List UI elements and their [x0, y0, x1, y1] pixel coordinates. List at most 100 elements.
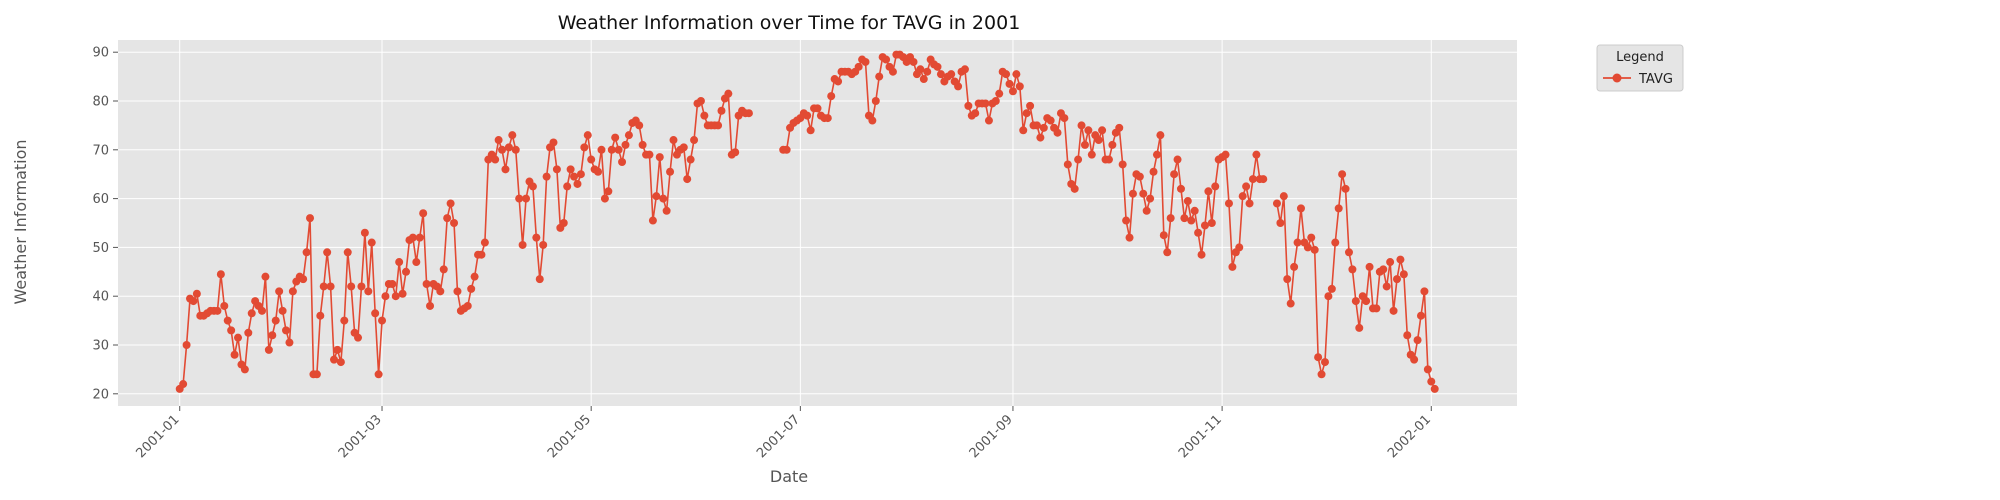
data-point [498, 145, 507, 154]
data-point [422, 280, 431, 288]
data-point [782, 145, 791, 154]
data-point [868, 116, 877, 125]
data-point [1382, 282, 1391, 291]
data-point [823, 114, 832, 123]
data-point [234, 333, 243, 342]
data-point [1228, 262, 1237, 271]
data-point [549, 138, 558, 147]
data-point [223, 316, 232, 325]
data-point [1413, 336, 1422, 345]
data-point [552, 165, 561, 174]
data-point [1211, 182, 1220, 191]
data-point [288, 287, 297, 296]
data-point [1259, 175, 1268, 184]
data-point [268, 331, 277, 340]
data-point [419, 209, 428, 218]
data-point [388, 280, 397, 288]
legend-swatch-marker [1612, 73, 1622, 83]
data-point [522, 194, 531, 203]
data-point [247, 309, 256, 318]
data-point [597, 145, 606, 154]
data-point [319, 282, 328, 291]
data-point [1310, 245, 1319, 254]
data-point [919, 75, 928, 84]
data-point [806, 126, 815, 135]
data-point [539, 240, 548, 249]
data-point [679, 143, 688, 152]
x-tick-label: 2001-05 [545, 412, 594, 461]
data-point [412, 258, 421, 267]
data-point [984, 116, 993, 125]
data-point [518, 240, 527, 249]
data-point [511, 145, 520, 154]
data-point [179, 380, 188, 389]
data-point [1015, 82, 1024, 91]
data-point [360, 228, 369, 237]
data-point [964, 101, 973, 110]
data-point [213, 306, 222, 315]
x-tick-label: 2001-01 [134, 412, 183, 461]
data-point [954, 82, 963, 91]
x-axis-ticks: 2001-01 2001-03 2001-05 2001-07 2001-09 2001-… [134, 406, 1434, 461]
data-point [875, 72, 884, 81]
data-point [439, 265, 448, 274]
data-point [1290, 262, 1299, 271]
data-point [1022, 109, 1031, 118]
data-point [714, 121, 723, 130]
data-point [580, 143, 589, 152]
data-point [1026, 101, 1035, 110]
data-point [1149, 167, 1158, 176]
data-point [1296, 204, 1305, 213]
data-point [1046, 116, 1055, 125]
data-point [182, 341, 191, 349]
data-point [1303, 243, 1312, 252]
data-point [909, 57, 918, 66]
data-point [189, 297, 198, 306]
data-point [1252, 150, 1261, 159]
data-point [1190, 206, 1199, 215]
data-point [378, 316, 387, 325]
data-point [1320, 358, 1329, 367]
y-tick-label: 70 [92, 143, 109, 158]
data-point [827, 92, 836, 101]
data-point [991, 97, 1000, 105]
data-point [1163, 248, 1172, 257]
data-point [1084, 126, 1093, 135]
data-point [587, 155, 596, 164]
data-point [285, 338, 294, 347]
data-point [1152, 150, 1161, 159]
data-point [1379, 265, 1388, 274]
y-tick-label: 80 [92, 95, 109, 110]
data-point [731, 148, 740, 157]
data-point [573, 179, 582, 188]
data-point [607, 145, 616, 154]
data-point [1063, 160, 1072, 169]
data-point [501, 165, 510, 174]
data-point [333, 345, 342, 354]
data-point [1427, 377, 1436, 386]
data-point [480, 238, 489, 247]
data-point [1005, 79, 1014, 88]
data-point [933, 62, 942, 71]
data-point [700, 111, 709, 120]
data-point [813, 104, 822, 113]
data-point [494, 136, 503, 145]
data-point [1317, 370, 1326, 379]
legend: Legend TAVG [1596, 44, 1684, 92]
data-point [583, 131, 592, 140]
data-point [1002, 70, 1011, 79]
data-point [357, 282, 366, 291]
data-point [463, 301, 472, 310]
data-point [611, 133, 620, 142]
data-point [299, 275, 308, 284]
data-point [504, 143, 513, 152]
data-point [1074, 155, 1083, 164]
data-point [535, 275, 544, 284]
data-point [470, 272, 479, 281]
data-point [614, 145, 623, 154]
data-point [1180, 214, 1189, 223]
data-point [1080, 140, 1089, 149]
series-points [175, 50, 1439, 393]
data-point [261, 272, 270, 281]
data-point [1008, 87, 1017, 96]
